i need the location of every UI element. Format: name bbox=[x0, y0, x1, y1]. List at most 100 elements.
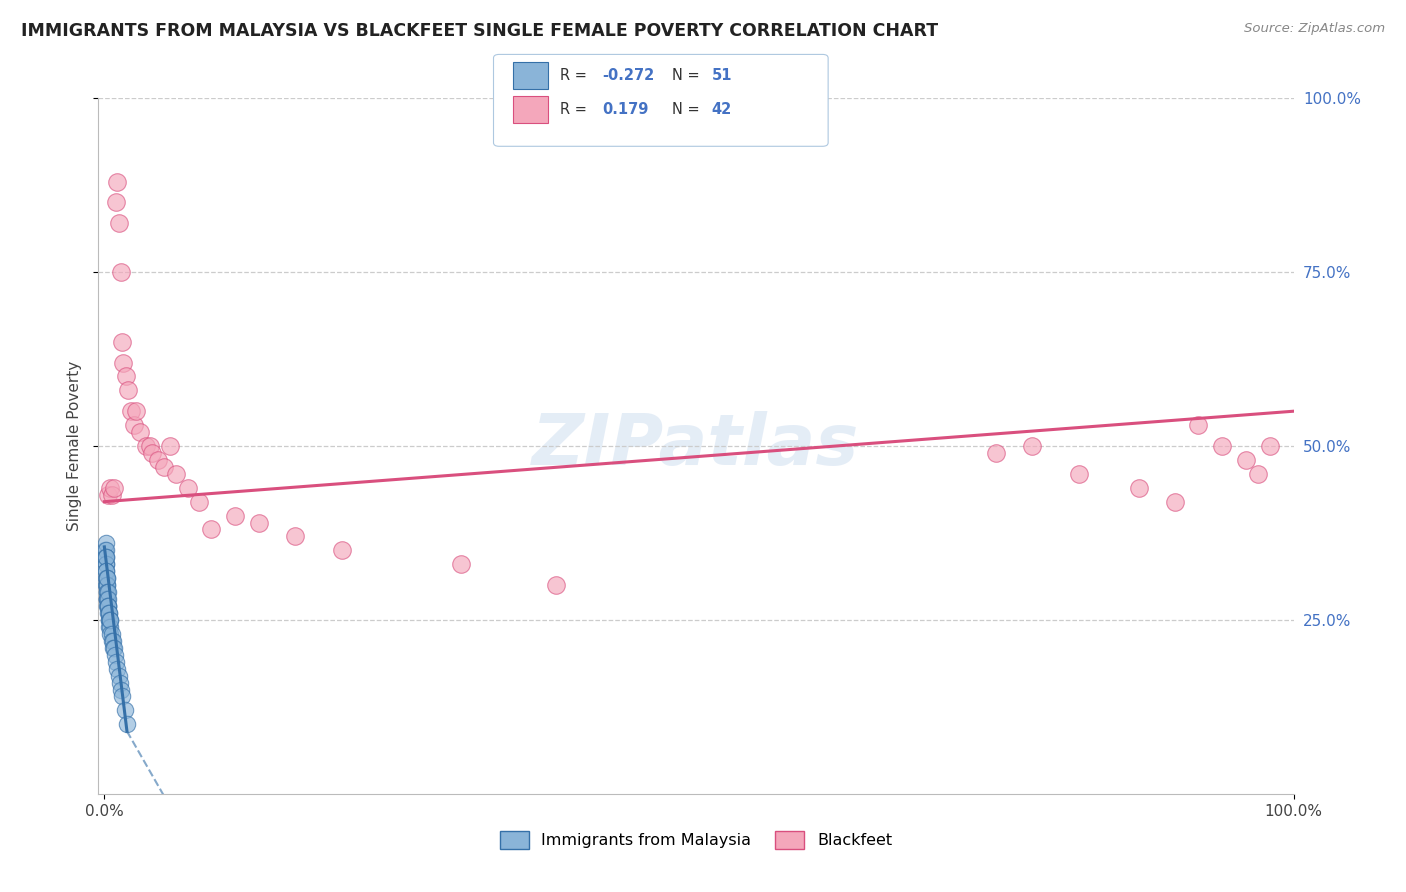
Text: Source: ZipAtlas.com: Source: ZipAtlas.com bbox=[1244, 22, 1385, 36]
Point bbox=[153, 459, 176, 474]
Point bbox=[107, 668, 129, 682]
Point bbox=[103, 640, 125, 655]
Point bbox=[96, 592, 118, 607]
Point bbox=[100, 633, 122, 648]
Point bbox=[96, 571, 118, 585]
Text: ZIPatlas: ZIPatlas bbox=[533, 411, 859, 481]
Point bbox=[105, 195, 128, 210]
Y-axis label: Single Female Poverty: Single Female Poverty bbox=[67, 361, 83, 531]
Point bbox=[176, 481, 198, 495]
Point bbox=[1234, 453, 1257, 467]
Point bbox=[247, 516, 270, 530]
Text: -0.272: -0.272 bbox=[602, 69, 654, 83]
Point bbox=[1187, 418, 1209, 433]
Point bbox=[1247, 467, 1270, 481]
Point bbox=[98, 606, 121, 620]
Point bbox=[96, 592, 118, 607]
Point bbox=[114, 703, 136, 717]
Point bbox=[97, 599, 120, 613]
Point bbox=[97, 585, 120, 599]
Point bbox=[94, 558, 117, 572]
Point bbox=[94, 543, 117, 558]
Point bbox=[98, 613, 121, 627]
Point bbox=[97, 606, 120, 620]
Point bbox=[101, 640, 124, 655]
Point bbox=[98, 481, 121, 495]
Point bbox=[120, 404, 142, 418]
Point bbox=[94, 550, 117, 565]
Point bbox=[97, 592, 120, 607]
Text: IMMIGRANTS FROM MALAYSIA VS BLACKFEET SINGLE FEMALE POVERTY CORRELATION CHART: IMMIGRANTS FROM MALAYSIA VS BLACKFEET SI… bbox=[21, 22, 938, 40]
Point bbox=[1069, 467, 1091, 481]
Point bbox=[1021, 439, 1043, 453]
Point bbox=[103, 481, 125, 495]
Point bbox=[165, 467, 187, 481]
Point bbox=[94, 536, 117, 550]
Point bbox=[546, 578, 568, 592]
Point bbox=[450, 558, 472, 572]
Point bbox=[98, 620, 121, 634]
Point bbox=[159, 439, 181, 453]
Point bbox=[96, 578, 118, 592]
Point bbox=[1163, 494, 1185, 508]
Point bbox=[108, 675, 131, 690]
Point bbox=[96, 564, 118, 578]
Point bbox=[94, 564, 117, 578]
Point bbox=[94, 543, 117, 558]
Point bbox=[284, 529, 307, 543]
Point bbox=[111, 334, 134, 349]
Point bbox=[111, 690, 134, 704]
Point bbox=[98, 613, 121, 627]
Point bbox=[146, 453, 169, 467]
Point bbox=[105, 655, 128, 669]
Point bbox=[110, 265, 132, 279]
Point bbox=[114, 369, 136, 384]
Legend: Immigrants from Malaysia, Blackfeet: Immigrants from Malaysia, Blackfeet bbox=[494, 824, 898, 855]
Point bbox=[96, 578, 118, 592]
Point bbox=[1211, 439, 1233, 453]
Point bbox=[129, 425, 152, 439]
Point bbox=[107, 216, 129, 230]
Point bbox=[100, 488, 122, 502]
Point bbox=[107, 175, 129, 189]
Point bbox=[96, 585, 118, 599]
Point bbox=[94, 550, 117, 565]
Point bbox=[107, 662, 129, 676]
Point bbox=[224, 508, 246, 523]
Point bbox=[96, 571, 118, 585]
Point bbox=[330, 543, 353, 558]
Point bbox=[96, 592, 118, 607]
Point bbox=[986, 446, 1008, 460]
Point bbox=[110, 682, 132, 697]
Point bbox=[96, 585, 118, 599]
Point bbox=[112, 355, 135, 369]
Point bbox=[125, 404, 148, 418]
Point bbox=[188, 494, 211, 508]
Point bbox=[138, 439, 160, 453]
Text: N =: N = bbox=[672, 103, 704, 117]
Point bbox=[100, 627, 122, 641]
Point bbox=[97, 488, 120, 502]
Point bbox=[101, 633, 124, 648]
Text: R =: R = bbox=[560, 69, 591, 83]
Point bbox=[141, 446, 163, 460]
Point bbox=[135, 439, 157, 453]
Text: 51: 51 bbox=[711, 69, 733, 83]
Point bbox=[200, 523, 222, 537]
Point bbox=[98, 627, 121, 641]
Text: N =: N = bbox=[672, 69, 704, 83]
Point bbox=[115, 717, 138, 731]
Point bbox=[98, 613, 121, 627]
Point bbox=[122, 418, 145, 433]
Point bbox=[96, 578, 118, 592]
Point bbox=[117, 384, 139, 398]
Text: 0.179: 0.179 bbox=[602, 103, 648, 117]
Point bbox=[98, 620, 121, 634]
Point bbox=[94, 558, 117, 572]
Point bbox=[1128, 481, 1150, 495]
Point bbox=[94, 550, 117, 565]
Text: R =: R = bbox=[560, 103, 596, 117]
Point bbox=[97, 606, 120, 620]
Text: 42: 42 bbox=[711, 103, 731, 117]
Point bbox=[104, 648, 127, 662]
